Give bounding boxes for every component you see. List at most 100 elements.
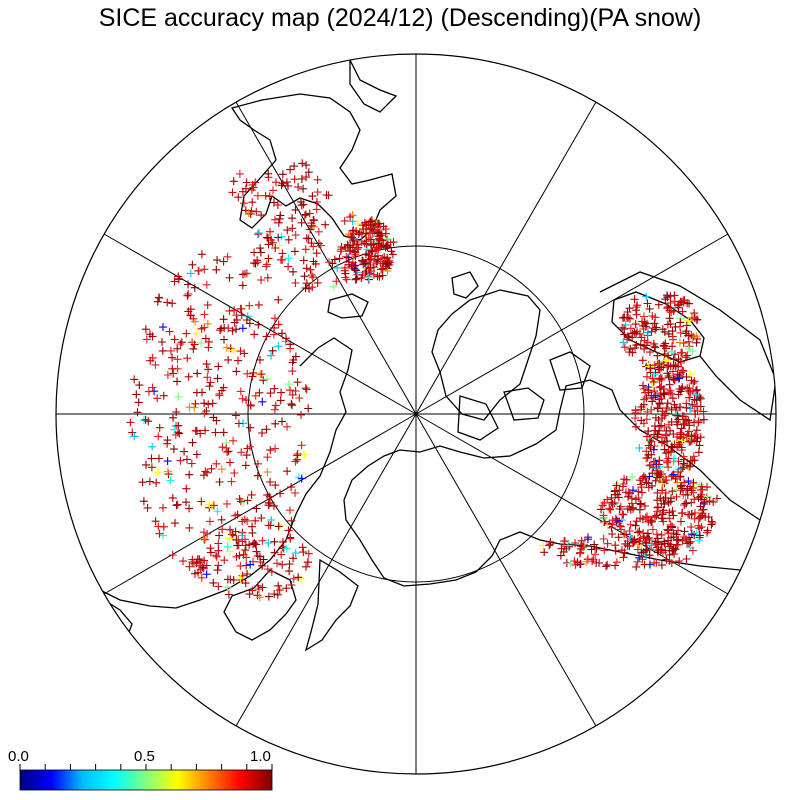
accuracy-marker [564, 541, 572, 550]
accuracy-marker [232, 367, 241, 376]
accuracy-marker [664, 372, 673, 380]
accuracy-marker [288, 367, 297, 376]
accuracy-marker [689, 332, 698, 341]
accuracy-marker [653, 403, 662, 412]
accuracy-marker [313, 278, 322, 287]
colorbar-label-min: 0.0 [8, 748, 29, 765]
accuracy-marker [675, 371, 684, 380]
accuracy-marker [228, 326, 237, 335]
accuracy-marker [163, 436, 172, 445]
accuracy-marker [632, 341, 641, 350]
accuracy-marker [234, 356, 242, 365]
accuracy-marker [278, 170, 287, 179]
accuracy-marker [638, 317, 646, 326]
accuracy-marker [655, 382, 664, 391]
accuracy-marker [653, 404, 662, 413]
accuracy-marker [340, 216, 349, 225]
accuracy-marker [632, 562, 641, 571]
accuracy-marker [639, 381, 647, 390]
accuracy-marker [163, 298, 172, 307]
accuracy-marker [301, 245, 310, 254]
accuracy-marker [691, 508, 699, 517]
accuracy-marker [213, 566, 222, 575]
accuracy-marker [669, 375, 678, 384]
accuracy-marker [195, 561, 204, 570]
accuracy-marker [313, 188, 322, 197]
accuracy-marker [151, 360, 160, 369]
accuracy-marker [183, 354, 192, 363]
accuracy-marker [253, 258, 262, 267]
accuracy-marker [657, 438, 666, 447]
accuracy-marker [264, 234, 273, 243]
accuracy-marker [644, 517, 653, 526]
accuracy-marker [677, 298, 686, 306]
accuracy-marker [206, 544, 215, 553]
accuracy-marker [155, 294, 164, 302]
accuracy-marker [663, 291, 672, 300]
accuracy-marker [275, 586, 284, 595]
accuracy-marker [203, 529, 212, 538]
accuracy-marker [278, 329, 286, 338]
accuracy-marker [243, 369, 252, 378]
accuracy-marker [602, 562, 611, 571]
accuracy-marker [218, 443, 227, 452]
accuracy-marker [218, 525, 227, 534]
accuracy-marker [633, 545, 642, 554]
accuracy-marker [173, 355, 182, 364]
accuracy-marker [684, 337, 693, 346]
accuracy-marker [238, 517, 247, 526]
accuracy-marker [639, 325, 648, 333]
accuracy-marker [253, 191, 262, 200]
accuracy-marker [262, 332, 271, 341]
accuracy-marker [664, 447, 673, 455]
accuracy-marker [223, 252, 232, 261]
accuracy-marker [168, 353, 177, 362]
accuracy-marker [343, 240, 352, 249]
accuracy-marker [607, 498, 616, 507]
accuracy-marker [300, 450, 309, 459]
accuracy-marker [242, 396, 251, 405]
accuracy-marker [632, 306, 640, 315]
accuracy-marker [132, 390, 141, 399]
accuracy-marker [270, 548, 279, 557]
accuracy-marker [636, 534, 645, 543]
accuracy-marker [248, 372, 257, 381]
accuracy-marker [388, 250, 397, 259]
accuracy-marker [660, 327, 669, 336]
accuracy-marker [166, 476, 175, 485]
accuracy-marker [309, 215, 318, 224]
accuracy-marker [263, 468, 272, 477]
accuracy-marker [284, 262, 293, 271]
accuracy-marker [696, 433, 705, 442]
accuracy-marker [305, 209, 314, 218]
accuracy-marker [254, 230, 263, 239]
accuracy-marker [296, 197, 305, 206]
accuracy-marker [672, 485, 681, 494]
accuracy-marker [270, 590, 279, 598]
accuracy-marker [243, 570, 252, 578]
accuracy-marker [200, 535, 209, 544]
accuracy-marker [200, 310, 209, 319]
accuracy-marker [241, 184, 250, 193]
accuracy-marker [637, 416, 646, 425]
accuracy-marker [328, 259, 337, 268]
accuracy-marker [630, 537, 639, 546]
accuracy-marker [198, 388, 206, 397]
accuracy-marker [242, 178, 251, 187]
accuracy-marker [302, 264, 311, 273]
accuracy-marker [241, 546, 250, 555]
accuracy-marker [631, 408, 640, 417]
accuracy-marker [278, 543, 287, 551]
accuracy-marker [257, 370, 266, 378]
accuracy-marker [158, 346, 167, 355]
accuracy-marker [192, 329, 201, 338]
accuracy-marker [299, 184, 308, 193]
accuracy-marker [654, 416, 663, 424]
accuracy-marker [168, 299, 177, 308]
accuracy-marker [138, 478, 147, 487]
accuracy-marker [653, 469, 662, 478]
accuracy-marker [176, 340, 185, 348]
accuracy-marker [684, 477, 693, 486]
accuracy-marker [225, 306, 234, 315]
